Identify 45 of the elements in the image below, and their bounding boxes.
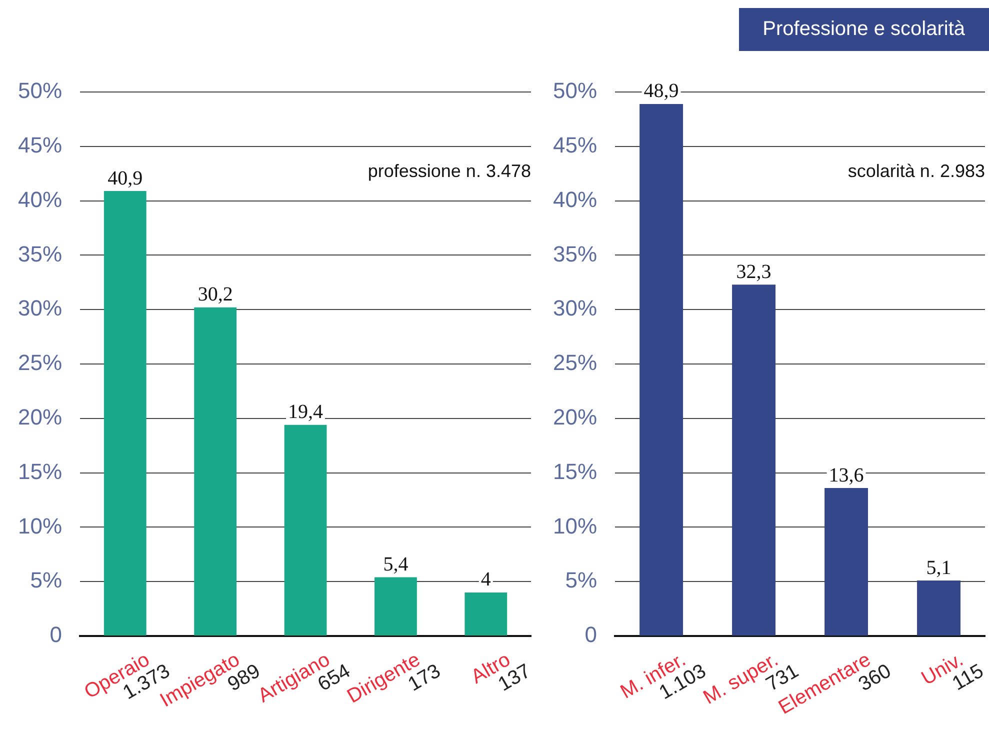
- data-label: 4: [480, 568, 491, 591]
- bar: [640, 104, 684, 636]
- bar: [194, 307, 237, 636]
- chart-title: Professione e scolarità: [738, 8, 989, 51]
- data-label: 30,2: [198, 284, 233, 306]
- y-tick-label: 40%: [18, 186, 62, 212]
- y-tick-label: 45%: [18, 132, 62, 158]
- y-tick-label: 0: [50, 622, 62, 648]
- bar: [917, 580, 960, 636]
- y-tick-label: 25%: [552, 350, 598, 376]
- data-label: 13,6: [828, 464, 864, 486]
- y-tick-label: 35%: [18, 241, 62, 266]
- y-tick-label: 25%: [18, 350, 62, 376]
- y-tick-label: 15%: [552, 458, 598, 484]
- y-tick-label: 40%: [552, 186, 598, 212]
- y-tick-label: 0: [584, 622, 598, 648]
- y-tick-label: 10%: [18, 513, 62, 538]
- y-tick-label: 35%: [552, 241, 598, 266]
- annotation: scolarità n. 2.983: [848, 160, 985, 181]
- bar: [284, 424, 327, 636]
- y-tick-label: 5%: [565, 568, 598, 593]
- data-label: 40,9: [108, 167, 143, 190]
- y-tick-label: 30%: [18, 296, 62, 321]
- data-label: 5,1: [926, 556, 952, 579]
- annotation: professione n. 3.478: [368, 160, 531, 181]
- y-tick-label: 30%: [552, 296, 598, 321]
- y-tick-label: 50%: [552, 78, 598, 104]
- x-tick-label: Univ. 115: [918, 648, 988, 696]
- bar: [464, 592, 508, 636]
- data-label: 48,9: [644, 80, 679, 102]
- data-label: 19,4: [288, 401, 324, 424]
- data-label: 5,4: [383, 554, 408, 576]
- bar: [732, 284, 776, 636]
- data-label: 32,3: [736, 260, 772, 283]
- bar: [824, 488, 868, 636]
- y-tick-label: 45%: [552, 132, 598, 158]
- y-tick-label: 10%: [552, 513, 598, 538]
- y-tick-label: 5%: [30, 568, 62, 593]
- bar: [374, 577, 417, 636]
- x-tick-label: Altro 137: [468, 648, 535, 696]
- y-tick-label: 20%: [552, 404, 598, 430]
- y-tick-label: 50%: [18, 78, 62, 104]
- y-tick-label: 15%: [18, 458, 62, 484]
- bar: [104, 191, 146, 636]
- y-tick-label: 20%: [18, 404, 62, 430]
